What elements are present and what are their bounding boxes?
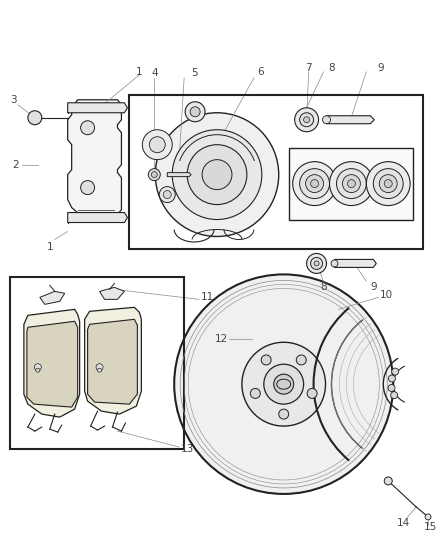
Circle shape — [159, 187, 175, 203]
Text: 1: 1 — [46, 243, 53, 253]
Circle shape — [34, 364, 41, 370]
Circle shape — [389, 375, 396, 382]
Bar — [10, 277, 184, 449]
Circle shape — [142, 130, 172, 160]
Polygon shape — [335, 260, 376, 268]
Circle shape — [379, 175, 397, 192]
Text: 8: 8 — [328, 63, 335, 73]
Circle shape — [373, 168, 403, 199]
Circle shape — [392, 368, 399, 375]
Circle shape — [279, 409, 289, 419]
Text: 8: 8 — [320, 282, 327, 293]
Circle shape — [96, 364, 103, 370]
Text: 9: 9 — [377, 63, 384, 73]
Polygon shape — [167, 173, 191, 176]
Text: 1: 1 — [136, 67, 143, 77]
Text: 4: 4 — [151, 68, 158, 78]
Circle shape — [295, 108, 318, 132]
Polygon shape — [326, 116, 374, 124]
Bar — [289, 148, 413, 220]
Text: 7: 7 — [305, 63, 312, 73]
Circle shape — [384, 180, 392, 188]
Polygon shape — [40, 292, 65, 304]
Text: 14: 14 — [396, 518, 410, 528]
Circle shape — [307, 254, 326, 273]
Circle shape — [329, 161, 373, 206]
Circle shape — [343, 175, 360, 192]
Circle shape — [304, 117, 310, 123]
Circle shape — [163, 191, 171, 199]
Circle shape — [425, 514, 431, 520]
Circle shape — [388, 384, 395, 391]
Circle shape — [300, 113, 314, 127]
Circle shape — [311, 257, 322, 269]
Circle shape — [314, 261, 319, 266]
Circle shape — [172, 130, 262, 220]
Circle shape — [81, 181, 95, 195]
Text: 9: 9 — [370, 282, 377, 293]
Circle shape — [293, 161, 336, 206]
Circle shape — [148, 168, 160, 181]
Circle shape — [311, 180, 318, 188]
Circle shape — [202, 160, 232, 190]
Text: 15: 15 — [424, 522, 437, 532]
Circle shape — [307, 389, 317, 398]
Polygon shape — [27, 321, 78, 407]
Circle shape — [98, 368, 102, 372]
Text: 13: 13 — [180, 444, 194, 454]
Polygon shape — [24, 309, 80, 417]
Circle shape — [264, 364, 304, 404]
Circle shape — [274, 374, 293, 394]
Circle shape — [174, 274, 393, 494]
Circle shape — [336, 168, 366, 199]
Text: 3: 3 — [11, 95, 17, 105]
Polygon shape — [68, 213, 127, 222]
Circle shape — [151, 172, 157, 177]
Circle shape — [300, 168, 329, 199]
Circle shape — [187, 144, 247, 205]
Text: 10: 10 — [380, 290, 393, 301]
Text: 11: 11 — [201, 293, 214, 302]
Circle shape — [155, 113, 279, 237]
Circle shape — [296, 355, 306, 365]
Circle shape — [366, 161, 410, 206]
Polygon shape — [99, 287, 124, 300]
Circle shape — [251, 389, 260, 398]
Bar — [129, 95, 423, 249]
Circle shape — [28, 111, 42, 125]
Circle shape — [81, 121, 95, 135]
Text: 6: 6 — [258, 67, 264, 77]
Polygon shape — [85, 308, 141, 414]
Circle shape — [242, 342, 325, 426]
Circle shape — [149, 136, 165, 152]
Circle shape — [261, 355, 271, 365]
Circle shape — [185, 102, 205, 122]
Circle shape — [391, 392, 398, 399]
Circle shape — [331, 260, 338, 267]
Circle shape — [190, 107, 200, 117]
Circle shape — [322, 116, 331, 124]
Text: 2: 2 — [13, 160, 19, 169]
Text: 5: 5 — [191, 68, 198, 78]
Circle shape — [36, 368, 40, 372]
Polygon shape — [68, 100, 121, 215]
Circle shape — [384, 477, 392, 485]
Circle shape — [347, 180, 355, 188]
Circle shape — [306, 175, 324, 192]
Text: 12: 12 — [214, 334, 228, 344]
Polygon shape — [88, 319, 138, 404]
Polygon shape — [68, 103, 127, 113]
